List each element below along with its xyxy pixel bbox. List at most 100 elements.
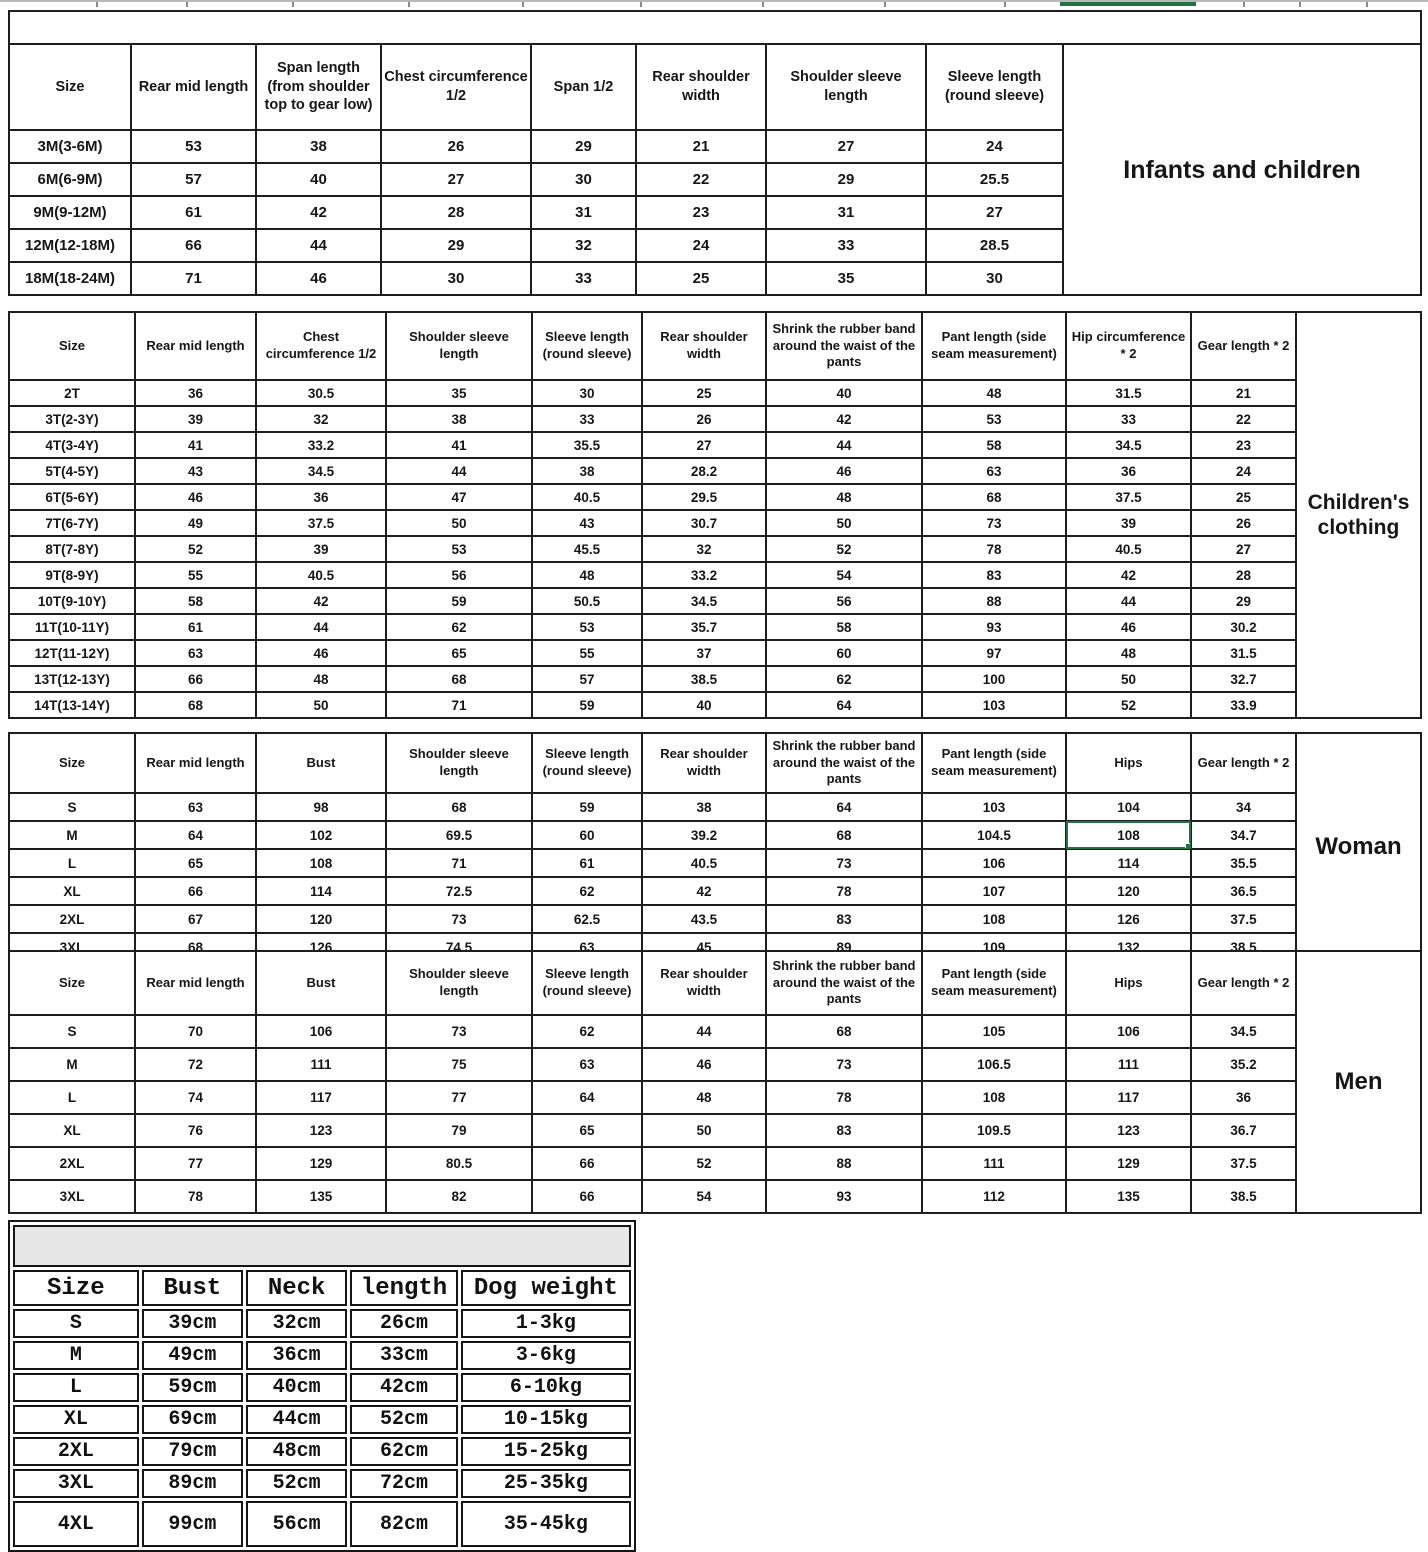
- data-cell[interactable]: 77: [134, 1146, 257, 1181]
- data-cell[interactable]: 37.5: [1190, 1146, 1297, 1181]
- header-cell[interactable]: Rear mid length: [134, 732, 257, 794]
- data-cell[interactable]: 24: [1190, 457, 1297, 485]
- data-cell[interactable]: 111: [921, 1146, 1067, 1181]
- data-cell[interactable]: 29.5: [641, 483, 767, 511]
- data-cell[interactable]: 53: [130, 129, 257, 164]
- data-cell[interactable]: 135: [255, 1179, 387, 1214]
- data-cell[interactable]: 30.2: [1190, 613, 1297, 641]
- data-cell[interactable]: 55: [134, 561, 257, 589]
- data-cell[interactable]: 61: [130, 195, 257, 230]
- data-cell[interactable]: 59: [531, 691, 643, 719]
- data-cell[interactable]: 29: [1190, 587, 1297, 615]
- data-cell[interactable]: 33: [531, 405, 643, 433]
- size-cell[interactable]: 12T(11-12Y): [8, 639, 136, 667]
- header-cell[interactable]: Bust: [255, 732, 387, 794]
- data-cell[interactable]: 25: [635, 261, 767, 296]
- data-cell[interactable]: 54: [765, 561, 923, 589]
- data-cell[interactable]: 33.2: [641, 561, 767, 589]
- size-cell[interactable]: 2XL: [8, 904, 136, 934]
- data-cell[interactable]: 129: [255, 1146, 387, 1181]
- data-cell[interactable]: 31.5: [1065, 379, 1192, 407]
- data-cell[interactable]: 46: [134, 483, 257, 511]
- data-cell[interactable]: 21: [1190, 379, 1297, 407]
- data-cell[interactable]: 93: [921, 613, 1067, 641]
- data-cell[interactable]: 66: [134, 665, 257, 693]
- data-cell[interactable]: 44: [385, 457, 533, 485]
- data-cell[interactable]: 114: [255, 876, 387, 906]
- data-cell[interactable]: 112: [921, 1179, 1067, 1214]
- data-cell[interactable]: 83: [765, 1113, 923, 1148]
- data-cell[interactable]: 49: [134, 509, 257, 537]
- header-cell[interactable]: Chest circumference 1/2: [380, 43, 532, 131]
- data-cell[interactable]: 26: [641, 405, 767, 433]
- data-cell[interactable]: 54: [641, 1179, 767, 1214]
- data-cell[interactable]: 79: [385, 1113, 533, 1148]
- data-cell[interactable]: 31: [765, 195, 927, 230]
- data-cell[interactable]: 62: [385, 613, 533, 641]
- data-cell[interactable]: 35: [765, 261, 927, 296]
- data-cell[interactable]: 25: [641, 379, 767, 407]
- data-cell[interactable]: 123: [255, 1113, 387, 1148]
- data-cell[interactable]: 71: [385, 848, 533, 878]
- data-cell[interactable]: 38: [531, 457, 643, 485]
- data-cell[interactable]: 36: [1190, 1080, 1297, 1115]
- data-cell[interactable]: 48: [1065, 639, 1192, 667]
- data-cell[interactable]: 67: [134, 904, 257, 934]
- header-cell[interactable]: Gear length * 2: [1190, 311, 1297, 381]
- data-cell[interactable]: 47: [385, 483, 533, 511]
- data-cell[interactable]: 32: [641, 535, 767, 563]
- selected-cell[interactable]: 108: [1065, 820, 1192, 850]
- header-cell[interactable]: Hip circumference * 2: [1065, 311, 1192, 381]
- data-cell[interactable]: 28.2: [641, 457, 767, 485]
- data-cell[interactable]: 108: [921, 1080, 1067, 1115]
- data-cell[interactable]: 93: [765, 1179, 923, 1214]
- data-cell[interactable]: 44: [255, 228, 382, 263]
- size-cell[interactable]: L: [8, 1080, 136, 1115]
- data-cell[interactable]: 65: [385, 639, 533, 667]
- data-cell[interactable]: 46: [255, 639, 387, 667]
- data-cell[interactable]: 126: [1065, 904, 1192, 934]
- data-cell[interactable]: 38.5: [1190, 1179, 1297, 1214]
- size-cell[interactable]: 3M(3-6M): [8, 129, 132, 164]
- header-cell[interactable]: Size: [8, 43, 132, 131]
- size-cell[interactable]: 6M(6-9M): [8, 162, 132, 197]
- data-cell[interactable]: 32.7: [1190, 665, 1297, 693]
- data-cell[interactable]: 44: [1065, 587, 1192, 615]
- size-cell[interactable]: 7T(6-7Y): [8, 509, 136, 537]
- data-cell[interactable]: 33.2: [255, 431, 387, 459]
- size-cell[interactable]: 11T(10-11Y): [8, 613, 136, 641]
- data-cell[interactable]: 32: [530, 228, 637, 263]
- data-cell[interactable]: 44: [641, 1014, 767, 1049]
- size-cell[interactable]: 4T(3-4Y): [8, 431, 136, 459]
- data-cell[interactable]: 68: [385, 665, 533, 693]
- data-cell[interactable]: 98: [255, 792, 387, 822]
- data-cell[interactable]: 78: [921, 535, 1067, 563]
- data-cell[interactable]: 36.5: [1190, 876, 1297, 906]
- data-cell[interactable]: 50.5: [531, 587, 643, 615]
- data-cell[interactable]: 37.5: [255, 509, 387, 537]
- data-cell[interactable]: 43.5: [641, 904, 767, 934]
- data-cell[interactable]: 73: [765, 848, 923, 878]
- data-cell[interactable]: 39: [255, 535, 387, 563]
- data-cell[interactable]: 75: [385, 1047, 533, 1082]
- header-cell[interactable]: Pant length (side seam measurement): [921, 950, 1067, 1016]
- data-cell[interactable]: 34.5: [641, 587, 767, 615]
- data-cell[interactable]: 23: [635, 195, 767, 230]
- data-cell[interactable]: 41: [385, 431, 533, 459]
- data-cell[interactable]: 42: [255, 587, 387, 615]
- data-cell[interactable]: 108: [921, 904, 1067, 934]
- data-cell[interactable]: 24: [635, 228, 767, 263]
- data-cell[interactable]: 64: [765, 691, 923, 719]
- data-cell[interactable]: 34.5: [1190, 1014, 1297, 1049]
- data-cell[interactable]: 26: [1190, 509, 1297, 537]
- data-cell[interactable]: 100: [921, 665, 1067, 693]
- data-cell[interactable]: 88: [765, 1146, 923, 1181]
- data-cell[interactable]: 50: [1065, 665, 1192, 693]
- size-cell[interactable]: 3XL: [8, 1179, 136, 1214]
- data-cell[interactable]: 27: [641, 431, 767, 459]
- data-cell[interactable]: 50: [385, 509, 533, 537]
- data-cell[interactable]: 35: [385, 379, 533, 407]
- data-cell[interactable]: 56: [765, 587, 923, 615]
- data-cell[interactable]: 69.5: [385, 820, 533, 850]
- data-cell[interactable]: 53: [921, 405, 1067, 433]
